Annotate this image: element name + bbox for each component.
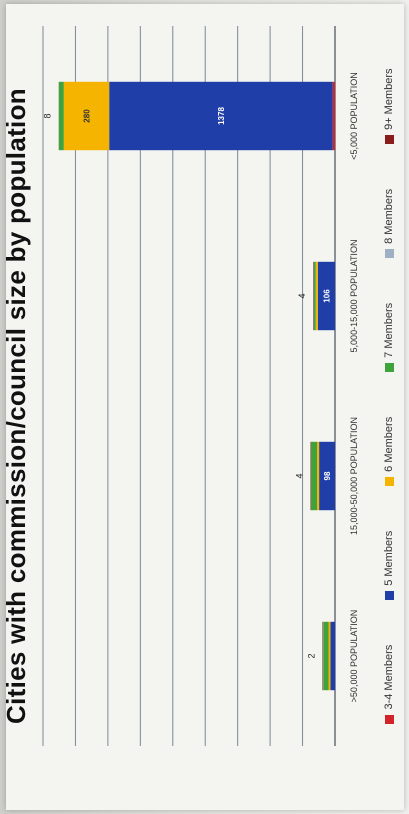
legend-swatch [384, 134, 394, 144]
category-label: 15,000-50,000 POPULATION [349, 417, 359, 535]
data-label: 1378 [217, 107, 226, 125]
legend-swatch [384, 714, 394, 724]
chart: Cities with commission/council size by p… [0, 6, 409, 806]
data-label: 98 [323, 471, 332, 480]
bar-segment [313, 261, 316, 331]
data-label: 280 [82, 109, 91, 123]
category-label: 5,000-15,000 POPULATION [349, 240, 359, 353]
bar-segment [330, 621, 335, 691]
bar-segment [317, 261, 335, 331]
chart-legend: 3-4 Members 5 Members 6 Members 7 Members 8 … [383, 46, 395, 746]
bar-segment [316, 441, 320, 511]
bar-segment [310, 441, 317, 511]
bar-segment [332, 81, 335, 151]
total-label: 2 [306, 653, 316, 658]
legend-label: 6 Members [383, 416, 395, 472]
category-label: <5,000 POPULATION [349, 72, 359, 160]
chart-plot: 2 >50,000 POPULATION 98 4 15,000-50,000 POPU… [42, 26, 359, 746]
legend-label: 7 Members [383, 302, 395, 358]
legend-item: 7 Members [383, 303, 395, 372]
legend-item: 5 Members [383, 531, 395, 600]
legend-swatch [384, 590, 394, 600]
legend-swatch [384, 248, 394, 258]
bar-segment [323, 621, 329, 691]
bar-segment [63, 81, 110, 151]
bar-segment [319, 441, 336, 511]
bar-segment [315, 261, 318, 331]
data-label: 106 [322, 289, 331, 303]
legend-label: 9+ Members [383, 68, 395, 130]
total-label: 4 [297, 293, 307, 298]
legend-swatch [384, 476, 394, 486]
legend-item: 8 Members [383, 189, 395, 258]
legend-swatch [384, 362, 394, 372]
legend-item: 9+ Members [383, 68, 395, 144]
legend-label: 8 Members [383, 188, 395, 244]
category-label: >50,000 POPULATION [349, 610, 359, 703]
legend-label: 3-4 Members [383, 644, 395, 710]
bar-segment [328, 621, 331, 691]
total-label: 4 [295, 473, 305, 478]
legend-label: 5 Members [383, 530, 395, 586]
bar-segment [58, 81, 64, 151]
legend-item: 6 Members [383, 417, 395, 486]
total-label: 8 [43, 113, 53, 118]
bar-segment [109, 81, 333, 151]
legend-item: 3-4 Members [383, 645, 395, 724]
